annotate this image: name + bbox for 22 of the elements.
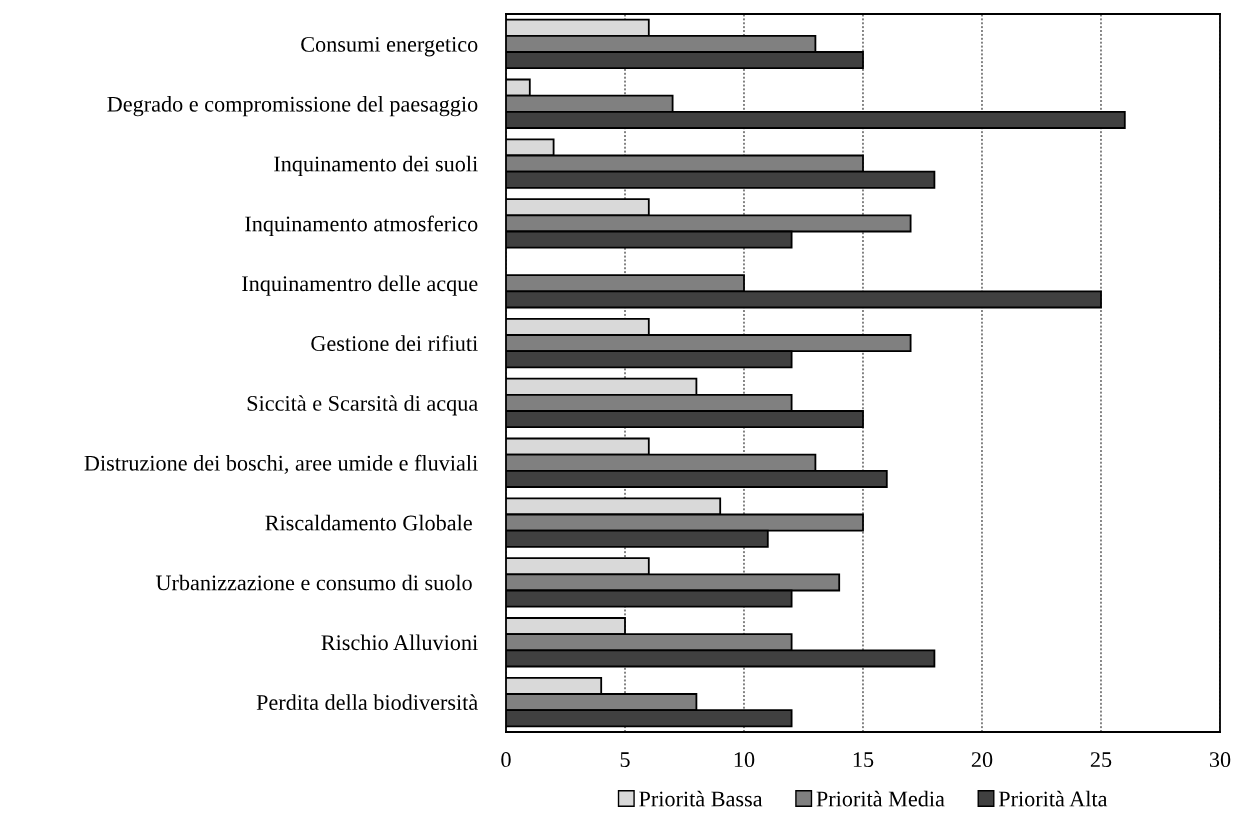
y-tick-label: Gestione dei rifiuti bbox=[311, 335, 478, 352]
x-tick-label: 25 bbox=[1090, 752, 1112, 768]
y-tick-label: Siccità e Scarsità di acqua bbox=[247, 395, 478, 416]
y-tick-label: Perdita della biodiversità bbox=[256, 694, 478, 711]
y-tick-label: Inquinamento dei suoli bbox=[274, 155, 478, 177]
y-tick-label: Distruzione dei boschi, aree umide e fluviali bbox=[84, 454, 478, 474]
y-tick-label: Degrado e compromissione del paesaggio bbox=[107, 96, 478, 117]
x-tick-label: 20 bbox=[971, 752, 993, 768]
x-tick-label: 10 bbox=[734, 752, 755, 768]
x-tick-label: 5 bbox=[620, 752, 630, 768]
legend-label: Priorità Media bbox=[816, 790, 945, 807]
x-tick-label: 15 bbox=[853, 752, 874, 768]
legend-label: Priorità Alta bbox=[998, 790, 1108, 807]
y-tick-label: Consumi energetico bbox=[301, 36, 478, 57]
x-tick-label: 0 bbox=[501, 752, 511, 768]
y-tick-label: Inquinamento atmosferico bbox=[245, 215, 478, 236]
x-tick-label: 30 bbox=[1209, 752, 1231, 768]
legend-label: Priorità Bassa bbox=[639, 790, 763, 807]
y-tick-label: Riscaldamento Globale bbox=[265, 514, 472, 531]
y-tick-label: Inquinamentro delle acque bbox=[242, 275, 478, 296]
y-tick-label: Urbanizzazione e consumo di suolo bbox=[155, 574, 472, 591]
y-tick-label: Rischio Alluvioni bbox=[321, 634, 478, 651]
